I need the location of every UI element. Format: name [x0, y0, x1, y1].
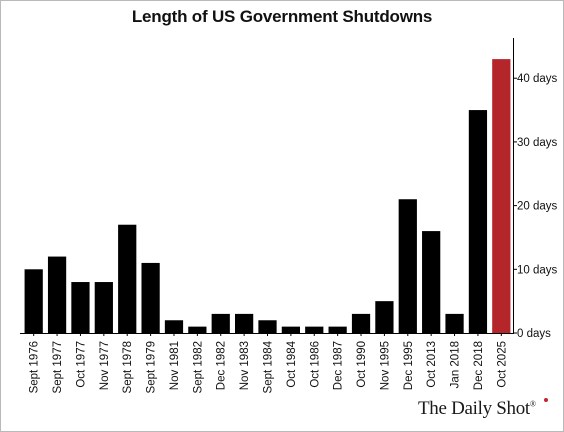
- bar-oct-2013: [422, 231, 441, 333]
- x-tick-label: Sept 1977: [52, 341, 64, 393]
- x-tick-label: Oct 1977: [75, 341, 87, 388]
- y-tick-label: 20 days: [517, 201, 558, 213]
- bar-sept-1982: [188, 326, 207, 333]
- y-tick-label: 0 days: [517, 328, 551, 340]
- x-tick-label: Dec 1982: [216, 341, 228, 390]
- x-tick-label: Nov 1995: [379, 341, 391, 390]
- bar-oct-2025: [492, 59, 511, 334]
- bar-sept-1977: [47, 256, 67, 333]
- x-tick-label: Nov 1983: [239, 341, 251, 390]
- x-tick-label: Sept 1978: [122, 341, 134, 393]
- chart-title: Length of US Government Shutdowns: [131, 7, 433, 26]
- bar-sept-1979: [141, 262, 160, 333]
- brand-dot-icon: [544, 398, 548, 402]
- x-tick-label: Oct 2013: [426, 341, 438, 388]
- bar-dec-1982: [211, 313, 230, 333]
- bar-oct-1977: [71, 282, 90, 333]
- bar-sept-1984: [258, 320, 277, 333]
- bar-dec-1995: [398, 199, 417, 333]
- bar-nov-1981: [164, 320, 184, 333]
- x-tick-label: Oct 1990: [356, 341, 368, 388]
- x-tick-label: Dec 2018: [473, 341, 485, 390]
- bar-nov-1983: [235, 313, 254, 333]
- x-tick-label: Sept 1984: [263, 340, 275, 393]
- bar-sept-1978: [118, 224, 137, 333]
- x-tick-label: Nov 1977: [99, 341, 111, 390]
- y-tick-labels: 0 days 10 days 20 days 30 days 40 days: [513, 73, 558, 340]
- x-tick-labels: Sept 1976 Sept 1977 Oct 1977 Nov 1977 Sept 1…: [29, 333, 508, 393]
- x-tick-label: Nov 1981: [169, 341, 181, 390]
- x-tick-label: Oct 1984: [286, 340, 298, 387]
- x-tick-label: Sept 1979: [146, 341, 158, 393]
- x-tick-label: Oct 2025: [496, 341, 508, 388]
- x-tick-label: Dec 1995: [403, 341, 415, 390]
- x-tick-label: Oct 1986: [309, 341, 321, 388]
- x-tick-label: Dec 1987: [333, 341, 345, 390]
- bar-dec-2018: [468, 110, 488, 333]
- brand-logo: The Daily Shot®: [418, 398, 536, 420]
- bar-nov-1995: [375, 301, 394, 333]
- brand-mark: ®: [529, 399, 536, 409]
- bar-oct-1984: [281, 326, 300, 333]
- x-tick-label: Sept 1982: [192, 341, 204, 393]
- y-tick-label: 30 days: [517, 137, 558, 149]
- bar-oct-1990: [351, 313, 371, 333]
- bar-dec-1987: [328, 326, 347, 333]
- bar-nov-1977: [94, 282, 113, 333]
- x-tick-label: Sept 1976: [29, 341, 41, 393]
- y-tick-label: 40 days: [517, 73, 558, 85]
- bar-sept-1976: [24, 269, 43, 333]
- bars-group: [24, 59, 511, 334]
- brand-name: The Daily Shot: [418, 398, 530, 419]
- bar-oct-1986: [305, 326, 324, 333]
- bar-jan-2018: [445, 313, 464, 333]
- y-tick-label: 10 days: [517, 264, 558, 276]
- x-tick-label: Jan 2018: [450, 341, 462, 388]
